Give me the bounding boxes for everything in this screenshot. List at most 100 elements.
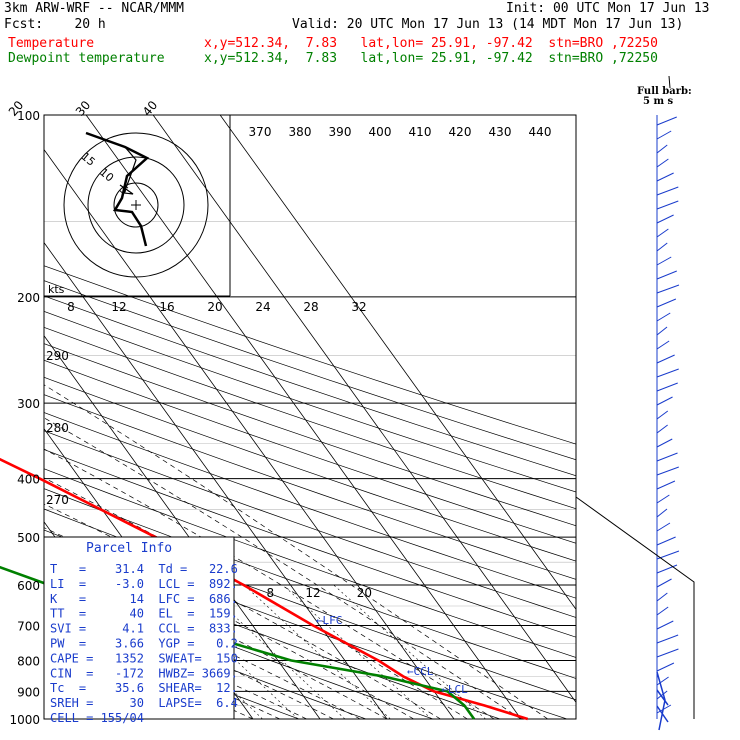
forecast-hour: Fcst: 20 h [4,17,106,32]
wind-barb [656,172,674,182]
dewpoint-profile [0,565,476,720]
dry-adiabat-line [44,468,576,658]
wind-barb [656,242,668,252]
wind-barb [656,564,678,574]
theta-e-label: 370 [249,125,272,139]
theta-e-label: 430 [489,125,512,139]
dewpoint-location: x,y=512.34, 7.83 lat,lon= 25.91, -97.42 … [204,51,658,66]
theta-label: 270 [46,493,69,507]
level-label: ←LCL [441,683,468,696]
parcel-row: CAPE = 1352 SWEAT= 150 [50,651,238,665]
theta-e-label: 420 [449,125,472,139]
moist-adiabat-line [44,417,522,719]
speed-unit-label: kts [48,283,65,296]
pressure-tick-label: 700 [17,619,40,633]
wind-barb [656,158,669,168]
wind-barb [656,648,679,658]
wind-barb [656,130,672,140]
parcel-row: LI = -3.0 LCL = 892. [50,577,238,591]
speed-label: 28 [303,300,318,314]
wind-barb [656,424,668,434]
pressure-tick-label: 1000 [9,713,40,727]
parcel-row: PW = 3.66 YGP = 0.2 [50,637,238,651]
pressure-tick-label: 300 [17,397,40,411]
dry-adiabat-line [44,359,576,544]
dry-adiabat-line [44,412,576,599]
dry-adiabat-line [44,449,576,638]
moist-adiabat-line [44,384,548,719]
wind-barb [656,354,675,364]
mixing-ratio-label: 12 [305,586,320,600]
hodograph-ring-label: 10 [97,166,116,185]
barb-legend: Full barb: [637,86,692,97]
parcel-info-box: Parcel Info T = 31.4 Td = 22.6LI = -3.0 … [43,536,238,725]
level-label: ←CCL [407,665,434,678]
hodograph-ring-label: 15 [79,150,98,169]
dry-adiabat-line [44,596,367,719]
theta-e-label: 440 [529,125,552,139]
speed-label: 8 [67,300,75,314]
wind-barb [656,522,671,532]
valid-time: Valid: 20 UTC Mon 17 Jun 13 (14 MDT Mon … [292,17,684,32]
speed-label: 24 [255,300,270,314]
wind-barb [656,592,668,602]
parcel-title: Parcel Info [86,541,172,556]
parcel-row: K = 14 LFC = 686. [50,592,238,606]
wind-barb [656,382,678,392]
dry-adiabat-line [44,343,576,527]
mixing-ratio-line [333,584,486,719]
hodograph-trace [85,131,150,247]
wind-barb [656,256,672,266]
isotherm-line [85,115,522,719]
dry-adiabat-line [44,488,576,679]
wind-barb [656,452,678,462]
dry-adiabat-line [44,573,434,719]
dry-adiabat-line [44,311,576,493]
temperature-location: x,y=512.34, 7.83 lat,lon= 25.91, -97.42 … [204,36,658,51]
wind-barb [656,606,669,616]
wind-barb [656,368,679,378]
pressure-tick-label: 100 [17,109,40,123]
pressure-tick-label: 400 [17,473,40,487]
wind-barbs [656,75,680,731]
init-time: Init: 00 UTC Mon 17 Jun 13 [506,1,710,16]
temperature-label: Temperature [8,36,95,51]
dry-adiabat-line [44,265,576,445]
pressure-tick-label: 600 [17,579,40,593]
wind-barb [656,340,670,350]
barb-legend-mark [668,75,671,89]
wind-barb-cluster [656,671,669,731]
parcel-row: CIN = -172 HWBZ= 3669. [50,666,238,680]
isotherm-label: 40 [140,98,161,119]
wind-barb [656,578,672,588]
model-title: 3km ARW-WRF -- NCAR/MMM [4,1,185,16]
dewpoint-label: Dewpoint temperature [8,51,165,66]
hodograph-trace [119,146,137,195]
level-label: ←LFC [316,614,343,627]
pressure-tick-label: 200 [17,291,40,305]
wind-barb [656,396,673,406]
wind-barb [656,508,668,518]
wind-barb [656,480,676,490]
speed-label: 20 [207,300,222,314]
wind-barb [656,200,679,210]
parcel-row: Tc = 35.6 SHEAR= 12. [50,681,238,695]
wind-barb [656,298,677,308]
hodograph-center [131,200,141,210]
theta-label: 280 [46,421,69,435]
wind-barb [656,312,671,322]
hodograph-ring [113,182,159,228]
wind-barb [656,186,679,196]
dry-adiabat-line [44,295,576,477]
parcel-row: CELL = 155/04 [50,711,144,725]
isotherm-line [219,115,576,610]
parcel-row: T = 31.4 Td = 22.6 [50,562,238,576]
wind-barb [656,438,673,448]
wind-barb [656,662,675,672]
mixing-ratio-line [123,584,263,719]
header: 3km ARW-WRF -- NCAR/MMM Init: 00 UTC Mon… [0,0,740,70]
speed-label: 12 [111,300,126,314]
theta-label: 290 [46,349,69,363]
